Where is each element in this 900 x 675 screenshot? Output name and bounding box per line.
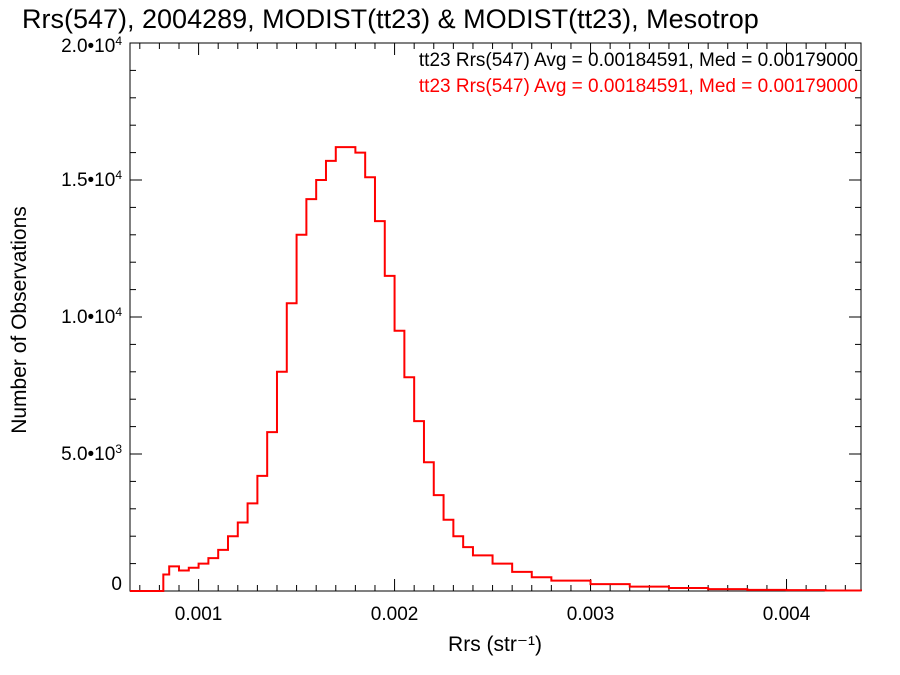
y-tick-label: 1.0•104	[61, 304, 122, 329]
plot-area-frame	[129, 42, 862, 592]
x-axis-label: Rrs (str⁻¹)	[448, 633, 542, 656]
legend-stat-line-1: tt23 Rrs(547) Avg = 0.00184591, Med = 0.…	[418, 50, 858, 71]
chart-title: Rrs(547), 2004289, MODIST(tt23) & MODIST…	[22, 4, 759, 34]
y-tick-label: 1.5•104	[61, 167, 122, 192]
x-tick-label: 0.004	[762, 604, 811, 625]
legend-stat-line-2: tt23 Rrs(547) Avg = 0.00184591, Med = 0.…	[418, 76, 858, 97]
axis-ticks	[130, 42, 861, 592]
x-tick-label: 0.003	[566, 604, 615, 625]
x-tick-label: 0.001	[174, 604, 223, 625]
y-tick-label: 2.0•104	[61, 33, 122, 58]
histogram-series-line	[130, 146, 862, 592]
x-tick-label: 0.002	[370, 604, 419, 625]
y-tick-label: 5.0•103	[61, 441, 122, 466]
y-axis-label: Number of Observations	[8, 206, 31, 434]
y-tick-label: 0	[111, 574, 122, 595]
